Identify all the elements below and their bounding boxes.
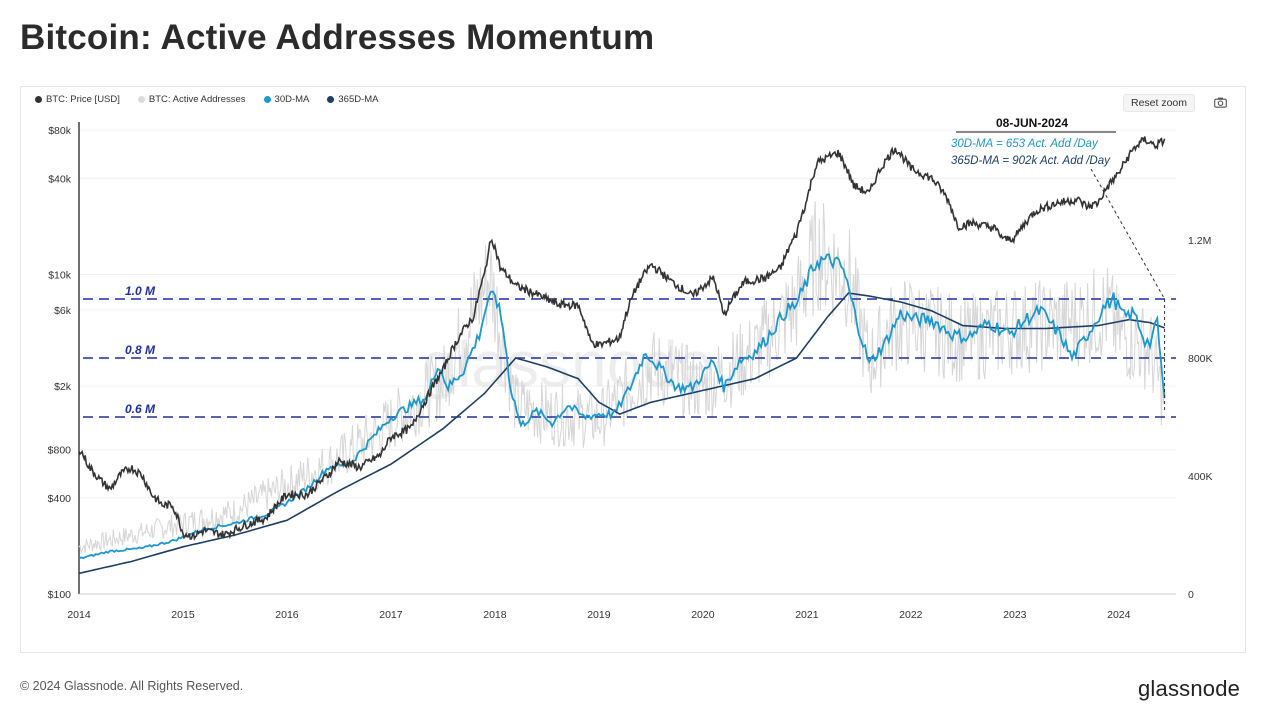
chart-container: BTC: Price [USD] BTC: Active Addresses 3… <box>20 86 1246 653</box>
legend-label-30d-ma: 30D-MA <box>274 94 310 105</box>
left-axis-tick: $40k <box>48 173 72 185</box>
x-axis-tick: 2014 <box>67 609 91 621</box>
level-label: 0.6 M <box>125 402 156 416</box>
legend-label-active-addresses: BTC: Active Addresses <box>148 94 246 105</box>
x-axis-tick: 2023 <box>1003 609 1027 621</box>
legend-dot-30d-ma <box>263 96 271 103</box>
left-axis-tick: $10k <box>48 269 72 281</box>
page-title: Bitcoin: Active Addresses Momentum <box>20 18 655 57</box>
brand-logo: glassnode <box>1138 676 1241 701</box>
right-axis-tick: 800K <box>1188 353 1213 365</box>
chart-plot: $100 $400 $800 $2k $6k $10k $40k $80k 0 400K 800K 1… <box>48 116 1213 621</box>
legend-item-30d-ma[interactable]: 30D-MA <box>263 94 310 105</box>
annotation-365d: 365D-MA = 902k Act. Add /Day <box>951 155 1111 167</box>
annotation-pointer <box>1090 168 1165 300</box>
right-axis-tick: 0 <box>1188 589 1194 601</box>
right-axis-tick: 1.2M <box>1188 235 1211 247</box>
level-label: 1.0 M <box>125 284 156 298</box>
ma365-line <box>78 292 1165 575</box>
legend-dot-price <box>35 96 42 103</box>
level-label: 0.8 M <box>125 343 156 357</box>
x-axis-tick: 2019 <box>587 609 611 621</box>
left-axis-tick: $400 <box>48 493 72 505</box>
left-axis-tick: $6k <box>54 305 72 317</box>
annotation-30d: 30D-MA = 653 Act. Add /Day <box>951 138 1099 150</box>
legend-label-price: BTC: Price [USD] <box>46 94 120 105</box>
camera-icon[interactable] <box>1214 97 1227 108</box>
x-axis-tick: 2018 <box>483 609 507 621</box>
annotation-date: 08-JUN-2024 <box>996 116 1068 130</box>
chart-legend: BTC: Price [USD] BTC: Active Addresses 3… <box>35 94 379 105</box>
left-axis-tick: $800 <box>48 445 72 457</box>
x-axis-tick: 2016 <box>275 609 299 621</box>
left-axis-tick: $100 <box>48 589 72 601</box>
x-axis-tick: 2015 <box>171 609 195 621</box>
left-axis-tick: $80k <box>48 125 72 137</box>
copyright-text: © 2024 Glassnode. All Rights Reserved. <box>20 679 244 693</box>
left-axis-tick: $2k <box>54 381 72 393</box>
legend-item-365d-ma[interactable]: 365D-MA <box>327 94 379 105</box>
reset-zoom-button[interactable]: Reset zoom <box>1123 94 1196 112</box>
ma30-line <box>78 253 1166 560</box>
legend-dot-365d-ma <box>327 96 335 103</box>
x-axis-tick: 2024 <box>1107 609 1131 621</box>
x-axis-tick: 2017 <box>379 609 403 621</box>
legend-item-price[interactable]: BTC: Price [USD] <box>35 94 120 105</box>
right-axis-tick: 400K <box>1188 471 1213 483</box>
x-axis-tick: 2022 <box>899 609 923 621</box>
legend-dot-active-addresses <box>137 96 145 103</box>
x-axis-tick: 2021 <box>795 609 819 621</box>
x-axis-tick: 2020 <box>691 609 715 621</box>
legend-label-365d-ma: 365D-MA <box>338 94 379 105</box>
legend-item-active-addresses[interactable]: BTC: Active Addresses <box>137 94 246 105</box>
price-line <box>78 136 1166 541</box>
active-addresses-line <box>78 201 1166 555</box>
